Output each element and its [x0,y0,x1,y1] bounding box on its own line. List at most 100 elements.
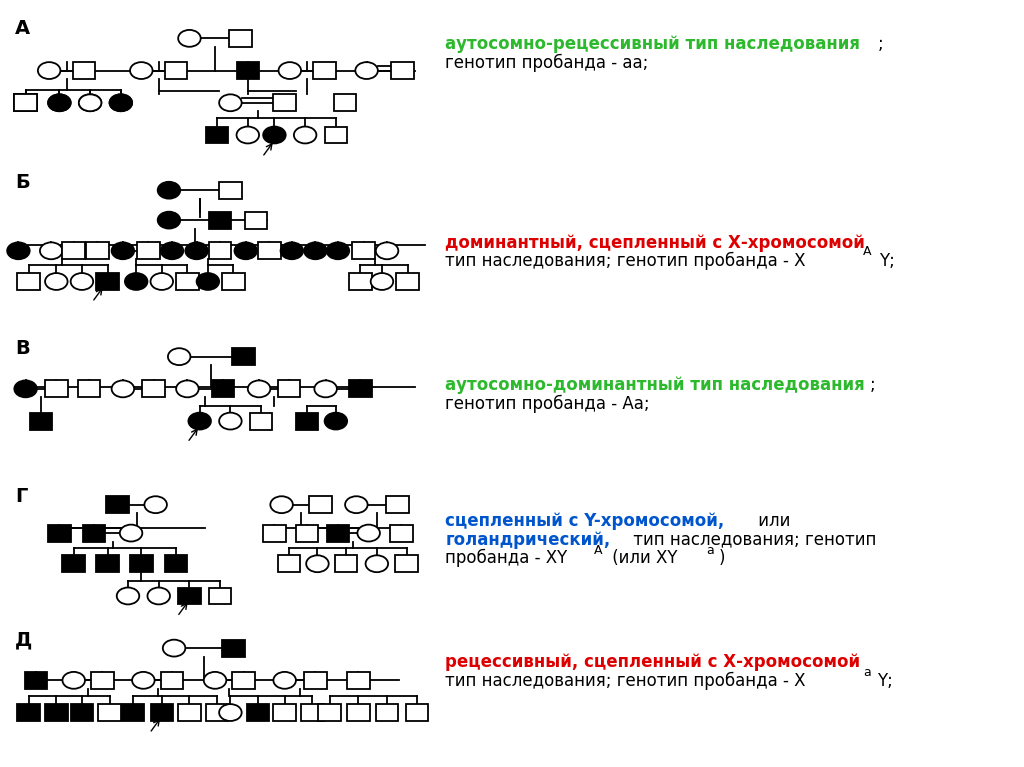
Text: ;: ; [878,35,884,52]
Circle shape [366,555,388,572]
Bar [142,380,165,397]
Bar [86,242,109,259]
Bar [206,704,228,721]
Circle shape [294,127,316,143]
Bar [335,555,357,572]
Bar [219,182,242,199]
Circle shape [327,242,349,259]
Text: или: или [753,512,790,530]
Bar [325,127,347,143]
Bar [396,273,419,290]
Circle shape [178,30,201,47]
Bar [151,704,173,721]
Bar [209,242,231,259]
Bar [212,380,234,397]
Text: А: А [15,19,31,38]
Bar [296,413,318,430]
Bar [352,242,375,259]
Bar [137,242,160,259]
Bar [258,242,281,259]
Circle shape [219,94,242,111]
Circle shape [304,242,327,259]
Circle shape [158,212,180,229]
Bar [14,94,37,111]
Circle shape [314,380,337,397]
Bar [391,62,414,79]
Text: Б: Б [15,173,30,192]
Bar [247,704,269,721]
Text: тип наследования; генотип пробанда - X: тип наследования; генотип пробанда - X [445,252,806,270]
Circle shape [263,127,286,143]
Bar [209,588,231,604]
Circle shape [125,273,147,290]
Text: генотип пробанда - Аа;: генотип пробанда - Аа; [445,395,650,413]
Circle shape [219,704,242,721]
Bar [406,704,428,721]
Circle shape [112,380,134,397]
Circle shape [248,380,270,397]
Bar [222,640,245,657]
Circle shape [132,672,155,689]
Circle shape [79,94,101,111]
Bar [232,348,255,365]
Bar [122,704,144,721]
Text: доминантный, сцепленный с Х-хромосомой: доминантный, сцепленный с Х-хромосомой [445,234,865,252]
Bar [71,704,93,721]
Circle shape [176,380,199,397]
Text: тип наследования; генотип: тип наследования; генотип [628,531,877,548]
Bar [161,672,183,689]
Bar [83,525,105,542]
Bar [209,212,231,229]
Bar [318,704,341,721]
Circle shape [130,62,153,79]
Circle shape [273,672,296,689]
Circle shape [120,525,142,542]
Circle shape [279,62,301,79]
Bar [25,672,47,689]
Bar [229,30,252,47]
Bar [273,704,296,721]
Bar [222,273,245,290]
Circle shape [237,127,259,143]
Bar [327,525,349,542]
Text: A: A [863,245,871,258]
Bar [96,555,119,572]
Bar [206,127,228,143]
Bar [62,242,85,259]
Bar [232,672,255,689]
Bar [91,672,114,689]
Bar [178,704,201,721]
Bar [96,273,119,290]
Circle shape [110,94,132,111]
Bar [296,525,318,542]
Bar [30,413,52,430]
Circle shape [151,273,173,290]
Bar [165,555,187,572]
Circle shape [71,273,93,290]
Circle shape [112,242,134,259]
Bar [349,273,372,290]
Bar [98,704,121,721]
Text: генотип пробанда - аа;: генотип пробанда - аа; [445,54,649,72]
Circle shape [188,413,211,430]
Bar [176,273,199,290]
Circle shape [163,640,185,657]
Bar [386,496,409,513]
Circle shape [48,94,71,111]
Circle shape [161,242,183,259]
Text: аутосомно-рецессивный тип наследования: аутосомно-рецессивный тип наследования [445,35,860,52]
Bar [45,704,68,721]
Circle shape [48,94,71,111]
Circle shape [371,273,393,290]
Bar [14,94,37,111]
Text: пробанда - XY: пробанда - XY [445,549,567,568]
Bar [390,525,413,542]
Bar [304,672,327,689]
Bar [301,704,324,721]
Circle shape [45,273,68,290]
Circle shape [110,94,132,111]
Circle shape [325,413,347,430]
Bar [278,555,300,572]
Circle shape [168,348,190,365]
Bar [347,672,370,689]
